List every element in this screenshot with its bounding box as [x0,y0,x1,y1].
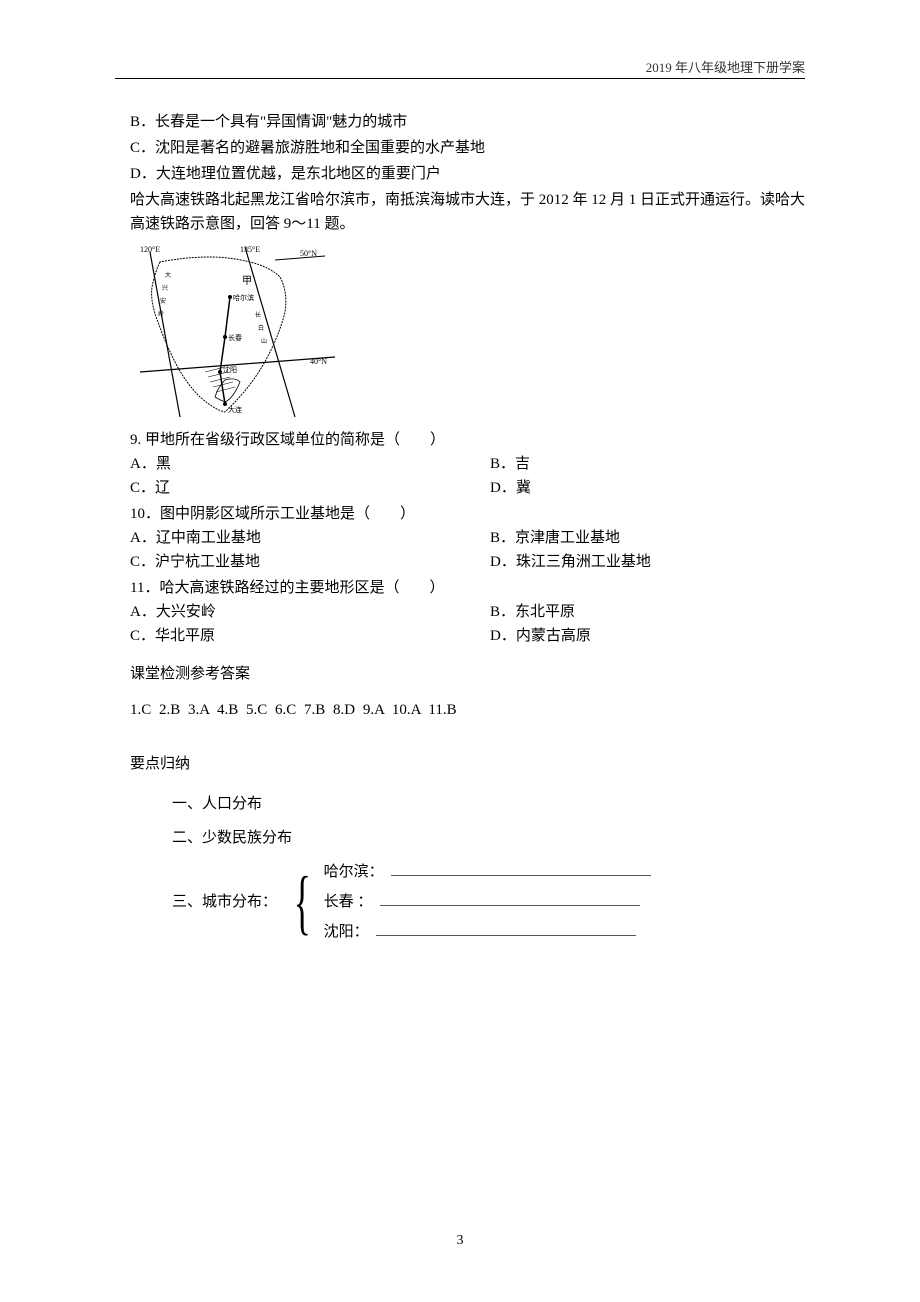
city-shenyang-label: 沈阳： [324,924,369,940]
page-number: 3 [0,1230,920,1252]
city-harbin-label: 哈尔滨： [324,864,384,880]
page-header: 2019 年八年级地理下册学案 [646,58,805,79]
blank-line [380,894,640,906]
question-9: 9. 甲地所在省级行政区域单位的简称是（ ） A．黑 B．吉 C．辽 D．冀 [130,428,805,500]
lon135-label: 135°E [240,245,260,254]
summary-item-2: 二、少数民族分布 [130,826,805,850]
city-changchun-row: 长春 ： [324,890,652,914]
jia-label: 甲 [242,276,252,287]
q10-option-b: B．京津唐工业基地 [490,526,805,550]
svg-text:白: 白 [258,324,264,332]
option-d: D．大连地理位置优越，是东北地区的重要门户 [130,162,805,186]
q9-option-d: D．冀 [490,476,805,500]
q10-stem: 10．图中阴影区域所示工业基地是（ ） [130,502,805,526]
q11-option-b: B．东北平原 [490,600,805,624]
lon120-label: 120°E [140,245,160,254]
lat50-label: 50°N [300,249,317,258]
q11-option-a: A．大兴安岭 [130,600,490,624]
map-figure: 大兴 安岭 长白山 120°E 135°E 50°N 40°N 甲 哈尔滨 长春… [130,242,340,422]
q9-option-a: A．黑 [130,452,490,476]
summary-item-1: 一、人口分布 [130,792,805,816]
dalian-label: 大连 [228,405,242,414]
svg-text:岭: 岭 [158,310,164,318]
q11-option-c: C．华北平原 [130,624,490,648]
harbin-label: 哈尔滨 [233,293,254,302]
q10-option-a: A．辽中南工业基地 [130,526,490,550]
question-11: 11．哈大高速铁路经过的主要地形区是（ ） A．大兴安岭 B．东北平原 C．华北… [130,576,805,648]
lat40-label: 40°N [310,357,327,366]
option-b: B．长春是一个具有"异国情调"魅力的城市 [130,110,805,134]
shenyang-label: 沈阳 [223,365,237,374]
q11-option-d: D．内蒙古高原 [490,624,805,648]
blank-line [391,864,651,876]
city-changchun-label: 长春 ： [324,894,373,910]
svg-text:兴: 兴 [162,284,168,292]
q9-option-b: B．吉 [490,452,805,476]
q11-stem: 11．哈大高速铁路经过的主要地形区是（ ） [130,576,805,600]
brace-icon: { [294,866,311,938]
answers-title: 课堂检测参考答案 [130,662,805,686]
summary-item-3: 三、城市分布： { 哈尔滨： 长春 ： 沈阳： [130,860,805,944]
q10-option-d: D．珠江三角洲工业基地 [490,550,805,574]
blank-line [376,924,636,936]
q9-option-c: C．辽 [130,476,490,500]
svg-text:长: 长 [255,311,261,319]
svg-text:大: 大 [165,271,171,279]
answers-section: 课堂检测参考答案 1.C 2.B 3.A 4.B 5.C 6.C 7.B 8.D… [130,662,805,722]
option-c: C．沈阳是著名的避暑旅游胜地和全国重要的水产基地 [130,136,805,160]
context-paragraph: 哈大高速铁路北起黑龙江省哈尔滨市，南抵滨海城市大连，于 2012 年 12 月 … [130,188,805,236]
svg-text:山: 山 [261,337,267,345]
summary-section: 要点归纳 一、人口分布 二、少数民族分布 三、城市分布： { 哈尔滨： 长春 ： [130,752,805,944]
q10-option-c: C．沪宁杭工业基地 [130,550,490,574]
answers-list: 1.C 2.B 3.A 4.B 5.C 6.C 7.B 8.D 9.A 10.A… [130,698,805,722]
city-shenyang-row: 沈阳： [324,920,652,944]
city-distribution-label: 三、城市分布： [172,890,277,914]
svg-text:安: 安 [160,297,166,305]
summary-title: 要点归纳 [130,752,805,776]
city-harbin-row: 哈尔滨： [324,860,652,884]
changchun-label: 长春 [228,333,242,342]
q9-stem: 9. 甲地所在省级行政区域单位的简称是（ ） [130,428,805,452]
question-10: 10．图中阴影区域所示工业基地是（ ） A．辽中南工业基地 B．京津唐工业基地 … [130,502,805,574]
page-content: B．长春是一个具有"异国情调"魅力的城市 C．沈阳是著名的避暑旅游胜地和全国重要… [130,110,805,944]
header-rule [115,78,805,79]
map-svg: 大兴 安岭 长白山 120°E 135°E 50°N 40°N 甲 哈尔滨 长春… [130,242,340,422]
